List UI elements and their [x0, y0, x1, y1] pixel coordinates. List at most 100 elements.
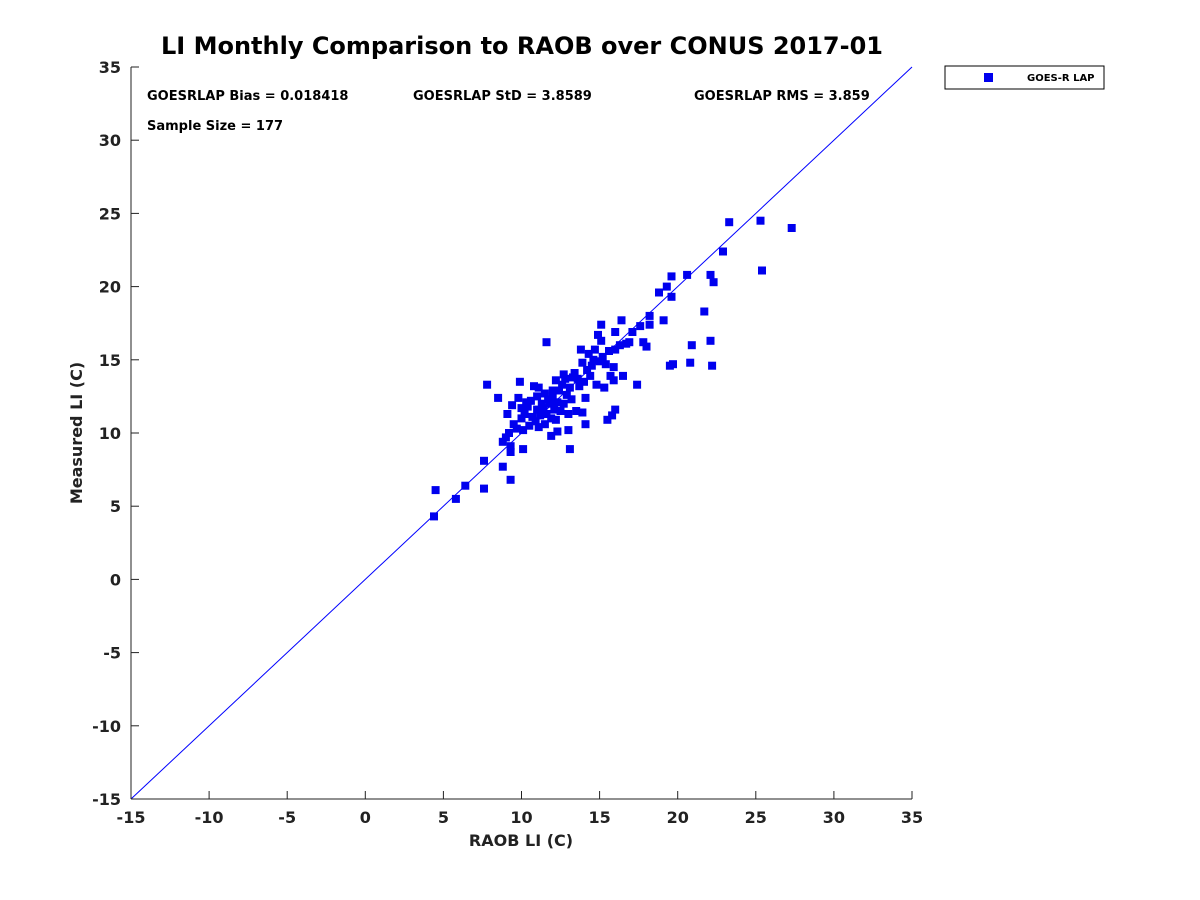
data-point — [597, 320, 606, 329]
data-point — [533, 405, 542, 414]
rms-annotation: GOESRLAP RMS = 3.859 — [694, 89, 870, 104]
sample-size-annotation: Sample Size = 177 — [147, 119, 283, 134]
data-point — [461, 481, 470, 490]
data-point — [706, 336, 715, 345]
data-point — [544, 395, 553, 404]
data-point — [594, 330, 602, 339]
data-point — [642, 342, 651, 351]
data-point — [551, 376, 560, 385]
data-point — [589, 355, 598, 364]
data-point — [706, 270, 715, 279]
data-point — [569, 373, 577, 382]
data-point — [545, 399, 554, 408]
data-point — [603, 415, 612, 424]
data-point — [548, 386, 557, 395]
data-point — [559, 399, 568, 408]
data-point — [758, 266, 766, 275]
data-point — [509, 420, 518, 429]
data-point — [501, 433, 510, 442]
data-point — [659, 316, 668, 325]
data-point — [525, 421, 534, 430]
x-tick-label: 35 — [901, 808, 923, 827]
data-point — [615, 341, 624, 350]
data-point — [520, 410, 529, 418]
data-point — [534, 423, 543, 432]
data-point — [606, 371, 615, 380]
data-point — [645, 320, 654, 329]
data-point — [576, 345, 585, 354]
data-point — [494, 393, 503, 402]
data-point — [540, 389, 549, 398]
data-point — [572, 407, 581, 415]
data-point — [639, 338, 648, 347]
data-point — [655, 288, 663, 297]
data-point — [536, 411, 545, 420]
data-points — [430, 216, 796, 521]
data-point — [519, 426, 528, 435]
data-point — [605, 347, 613, 355]
data-point — [619, 371, 627, 380]
data-point — [725, 218, 734, 227]
data-point — [609, 376, 618, 385]
data-point — [539, 404, 548, 413]
data-point — [517, 404, 526, 413]
data-point — [480, 484, 488, 493]
y-axis-label: Measured LI (C) — [67, 362, 86, 504]
y-tick-label: 30 — [99, 131, 121, 150]
data-point — [595, 357, 604, 366]
data-point — [708, 361, 717, 370]
data-point — [628, 328, 637, 336]
x-tick-label: -5 — [278, 808, 296, 827]
data-point — [597, 336, 606, 345]
data-point — [719, 247, 727, 256]
data-point — [559, 370, 568, 379]
x-tick-label: -10 — [195, 808, 224, 827]
data-point — [590, 345, 599, 354]
data-point — [578, 358, 587, 367]
data-point — [565, 383, 574, 392]
y-tick-label: 25 — [99, 204, 121, 223]
x-tick-label: 0 — [360, 808, 371, 827]
data-point — [583, 366, 592, 374]
data-point — [756, 216, 765, 225]
chart-title: LI Monthly Comparison to RAOB over CONUS… — [161, 32, 883, 60]
data-point — [515, 377, 524, 386]
y-tick-label: 0 — [110, 570, 121, 589]
data-point — [531, 417, 540, 426]
data-point — [505, 429, 513, 437]
x-tick-label: -15 — [117, 808, 146, 827]
data-point — [547, 431, 556, 440]
legend-box — [944, 65, 1105, 90]
data-point — [562, 390, 571, 399]
data-point — [555, 386, 563, 395]
data-point — [633, 380, 642, 389]
legend: GOES-R LAP — [944, 65, 1105, 90]
data-point — [645, 311, 654, 320]
y-tick-label: 10 — [99, 424, 121, 443]
data-point — [787, 224, 796, 232]
data-point — [575, 382, 584, 391]
data-point — [617, 316, 626, 325]
data-point — [611, 405, 620, 414]
data-point — [567, 395, 576, 404]
data-point — [430, 512, 438, 521]
x-tick-label: 5 — [438, 808, 449, 827]
data-point — [687, 341, 696, 350]
data-point — [581, 420, 590, 429]
data-point — [506, 448, 515, 456]
data-point — [553, 398, 562, 407]
data-point — [578, 408, 587, 417]
y-tick-label: -10 — [92, 717, 121, 736]
data-point — [558, 380, 567, 389]
x-tick-label: 30 — [823, 808, 845, 827]
data-point — [580, 377, 588, 386]
data-point — [506, 442, 515, 451]
data-point — [581, 393, 590, 402]
data-point — [498, 437, 507, 446]
x-axis-label: RAOB LI (C) — [469, 831, 573, 850]
data-point — [625, 338, 634, 347]
y-tick-label: 35 — [99, 58, 121, 77]
data-point — [548, 392, 557, 401]
data-point — [523, 402, 532, 411]
